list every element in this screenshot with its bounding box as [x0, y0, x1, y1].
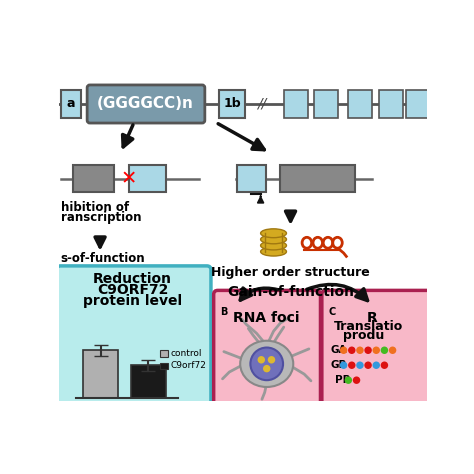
Circle shape [345, 376, 352, 384]
Text: C9ORF72: C9ORF72 [97, 283, 168, 297]
Circle shape [340, 362, 347, 369]
FancyBboxPatch shape [73, 165, 114, 192]
Text: PR: PR [335, 375, 350, 385]
Text: RNA foci: RNA foci [234, 310, 300, 325]
Text: a: a [66, 98, 75, 110]
FancyBboxPatch shape [87, 85, 205, 123]
Ellipse shape [261, 247, 286, 256]
Circle shape [268, 356, 275, 364]
FancyBboxPatch shape [379, 91, 403, 118]
Text: GA: GA [330, 345, 346, 355]
Circle shape [257, 356, 265, 364]
FancyBboxPatch shape [128, 165, 166, 192]
Circle shape [353, 376, 360, 384]
Text: 1b: 1b [223, 98, 241, 110]
FancyBboxPatch shape [237, 165, 266, 192]
Text: (GGGGCC)n: (GGGGCC)n [97, 97, 194, 111]
Circle shape [389, 346, 396, 354]
Text: GR: GR [330, 360, 346, 370]
Text: C: C [328, 307, 336, 317]
Circle shape [365, 362, 372, 369]
Circle shape [373, 346, 380, 354]
Circle shape [348, 346, 356, 354]
Text: protein level: protein level [83, 293, 182, 308]
FancyBboxPatch shape [61, 91, 81, 118]
Text: //: // [257, 97, 266, 111]
FancyBboxPatch shape [348, 91, 372, 118]
FancyBboxPatch shape [56, 266, 211, 405]
Bar [131, 365, 166, 398]
Bar [160, 350, 168, 357]
Circle shape [365, 346, 372, 354]
Text: s-of-function: s-of-function [61, 252, 145, 265]
Circle shape [356, 346, 364, 354]
FancyBboxPatch shape [314, 91, 338, 118]
Text: hibition of: hibition of [61, 201, 129, 214]
Text: produ: produ [343, 329, 384, 342]
Text: ranscription: ranscription [61, 211, 141, 224]
Text: Translatio: Translatio [334, 320, 403, 333]
Circle shape [356, 362, 364, 369]
Ellipse shape [261, 241, 286, 250]
Circle shape [340, 346, 347, 354]
Bar [83, 350, 118, 398]
FancyBboxPatch shape [219, 91, 245, 118]
FancyBboxPatch shape [280, 165, 355, 192]
Circle shape [381, 362, 388, 369]
Ellipse shape [261, 235, 286, 244]
Circle shape [373, 362, 380, 369]
Circle shape [348, 362, 356, 369]
FancyBboxPatch shape [284, 91, 308, 118]
Ellipse shape [261, 229, 286, 237]
FancyBboxPatch shape [322, 291, 431, 405]
FancyBboxPatch shape [214, 291, 320, 405]
Bar [160, 363, 168, 369]
Ellipse shape [240, 341, 293, 387]
Text: Gain-of-function: Gain-of-function [227, 285, 354, 300]
FancyBboxPatch shape [406, 91, 430, 118]
Circle shape [263, 365, 271, 373]
Text: ✕: ✕ [120, 169, 137, 188]
Text: B: B [220, 307, 228, 317]
Text: R: R [367, 310, 378, 325]
Text: Reduction: Reduction [93, 272, 172, 286]
Circle shape [250, 347, 283, 380]
Circle shape [381, 346, 388, 354]
Text: C9orf72: C9orf72 [170, 361, 206, 370]
Text: control: control [170, 349, 201, 358]
Text: Higher order structure: Higher order structure [211, 265, 370, 279]
